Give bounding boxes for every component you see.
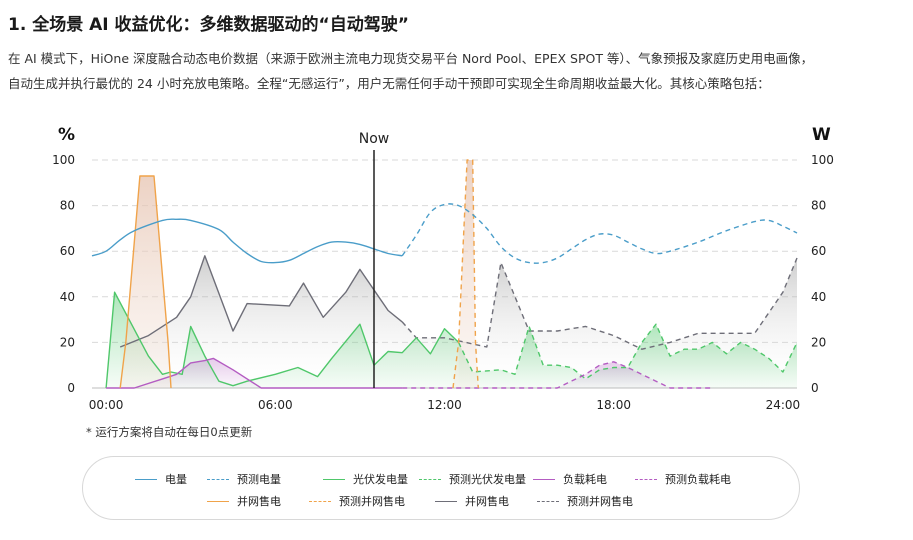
right-axis-unit: W	[812, 125, 831, 145]
y-tick-label-right: 20	[811, 335, 826, 349]
series-line-load	[106, 357, 403, 389]
y-tick-label-right: 100	[811, 153, 834, 167]
now-label: Now	[359, 131, 390, 147]
legend-label: 并网售电	[237, 495, 281, 508]
legend-swatch	[207, 500, 229, 502]
x-tick-label: 00:00	[89, 398, 124, 412]
chart-legend: 电量 预测电量 光伏发电量 预测光伏发电量 负载耗电 预测负载耗电并网售电 预测并网售电 并网…	[82, 456, 800, 520]
y-tick-label-left: 60	[60, 244, 75, 258]
series-line-pv-forecast	[457, 323, 798, 380]
intro-line-1: 在 AI 模式下，HiOne 深度融合动态电价数据（来源于欧洲主流电力现货交易平…	[8, 51, 814, 66]
y-tick-label-right: 80	[811, 199, 826, 213]
y-tick-label-right: 0	[811, 381, 819, 395]
section-heading: 1. 全场景 AI 收益优化：多维数据驱动的“自动驾驶”	[8, 15, 409, 35]
legend-item: 预测并网售电	[309, 493, 405, 509]
legend-swatch	[435, 500, 457, 502]
y-tick-label-left: 80	[60, 199, 75, 213]
x-tick-label: 24:00	[766, 398, 801, 412]
legend-label: 负载耗电	[563, 473, 607, 486]
x-tick-label: 18:00	[596, 398, 631, 412]
legend-label: 电量	[165, 473, 187, 486]
legend-swatch	[207, 478, 229, 480]
legend-swatch	[635, 478, 657, 480]
legend-label: 预测负载耗电	[665, 473, 731, 486]
legend-item: 负载耗电	[533, 471, 607, 487]
legend-item: 预测电量	[207, 471, 281, 487]
series-area-load	[106, 358, 403, 388]
legend-label: 预测并网售电	[567, 495, 633, 508]
chart-series-lines	[91, 159, 798, 389]
legend-item: 电量	[135, 471, 187, 487]
y-tick-label-right: 60	[811, 244, 826, 258]
x-tick-label: 06:00	[258, 398, 293, 412]
legend-swatch	[419, 478, 441, 480]
chart-now-marker: Now	[359, 131, 390, 388]
legend-item: 预测负载耗电	[635, 471, 731, 487]
x-tick-label: 12:00	[427, 398, 462, 412]
legend-label: 并网售电	[465, 495, 509, 508]
series-line-battery-forecast	[401, 203, 798, 264]
y-tick-label-left: 40	[60, 290, 75, 304]
intro-paragraph: 在 AI 模式下，HiOne 深度融合动态电价数据（来源于欧洲主流电力现货交易平…	[8, 46, 908, 96]
series-area-pv-forecast	[458, 324, 797, 388]
series-line-grid-sell-gray	[119, 255, 403, 348]
legend-item: 预测并网售电	[537, 493, 633, 509]
y-tick-label-left: 0	[67, 381, 75, 395]
series-line-grid-sell	[119, 175, 172, 389]
legend-item: 并网售电	[207, 493, 281, 509]
y-tick-label-left: 20	[60, 335, 75, 349]
y-tick-label-left: 100	[52, 153, 75, 167]
chart-area-fills	[106, 160, 797, 388]
series-line-battery	[91, 218, 403, 264]
intro-line-2: 自动生成并执行最优的 24 小时充放电策略。全程“无感运行”，用户无需任何手动干…	[8, 76, 770, 91]
legend-swatch	[323, 478, 345, 480]
legend-label: 预测电量	[237, 473, 281, 486]
legend-item: 预测光伏发电量	[419, 471, 526, 487]
energy-chart: Now 0 0 20 20 40 40 60 60 80 80 100 100% W 00:00 06:00…	[52, 125, 834, 412]
series-line-load-forecast	[402, 361, 713, 389]
update-note: * 运行方案将自动在每日0点更新	[86, 425, 253, 439]
legend-swatch	[533, 478, 555, 480]
series-area-load-forecast	[402, 361, 713, 388]
series-line-grid-sell-forecast	[452, 159, 479, 389]
left-axis-unit: %	[58, 125, 75, 145]
y-tick-label-right: 40	[811, 290, 826, 304]
legend-swatch	[537, 500, 559, 502]
legend-label: 预测并网售电	[339, 495, 405, 508]
chart-tick-labels: 0 0 20 20 40 40 60 60 80 80 100 100% W 00:00 06:00 12:0…	[52, 125, 834, 412]
legend-label: 预测光伏发电量	[449, 473, 526, 486]
legend-swatch	[135, 478, 157, 480]
series-line-pv	[105, 291, 460, 389]
legend-item: 光伏发电量	[323, 471, 408, 487]
legend-swatch	[309, 500, 331, 502]
series-line-grid-sell-gray-forecast	[401, 257, 798, 350]
legend-item: 并网售电	[435, 493, 509, 509]
legend-label: 光伏发电量	[353, 473, 408, 486]
